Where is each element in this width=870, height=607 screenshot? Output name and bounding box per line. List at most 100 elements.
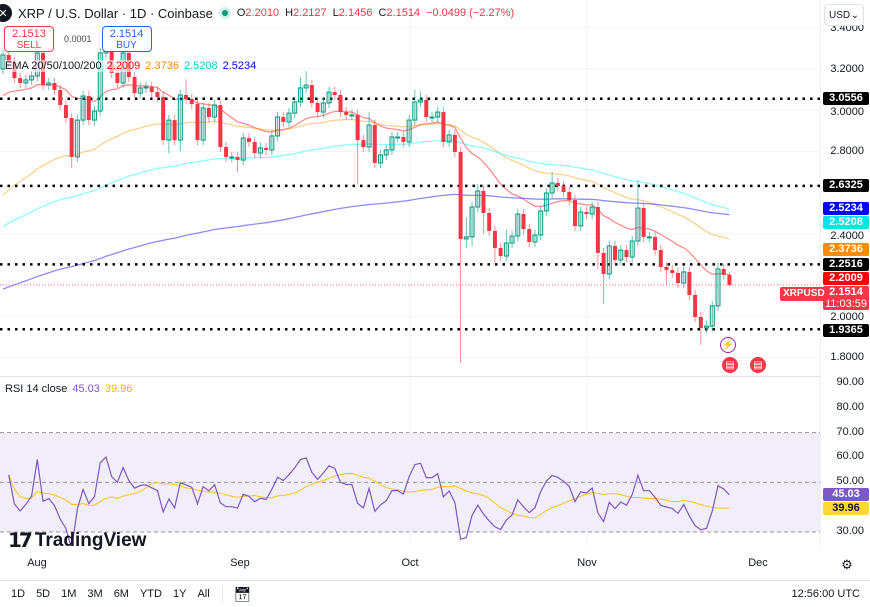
candle — [687, 271, 692, 295]
candle — [6, 54, 11, 62]
sell-button[interactable]: 2.1513 SELL — [4, 26, 54, 52]
candle — [58, 90, 63, 106]
clock[interactable]: 12:56:00 UTC — [791, 588, 860, 600]
candle — [281, 116, 286, 122]
range-all-button[interactable]: All — [197, 588, 210, 600]
price-axis[interactable]: 3.4000 3.2000 3.0000 2.8000 2.4000 2.0000 1.80… — [820, 0, 870, 546]
candle — [389, 136, 395, 151]
rsi-tick: 50.00 — [836, 475, 864, 488]
rsi-tick: 90.00 — [836, 376, 864, 388]
range-ytd-button[interactable]: YTD — [139, 588, 162, 600]
candlestick-chart[interactable] — [0, 0, 820, 376]
ema200-value: 2.5234 — [222, 60, 257, 72]
close-value: 2.1514 — [386, 7, 421, 19]
candle — [52, 83, 57, 91]
range-6m-button[interactable]: 6M — [113, 588, 129, 600]
tradingview-logo[interactable]: 𝟭𝟳 TradingView — [8, 528, 146, 553]
range-1d-button[interactable]: 1D — [11, 588, 26, 600]
candle — [315, 102, 320, 113]
rsi-tick: 70.00 — [836, 425, 864, 438]
currency-select[interactable]: USD ⌄ — [824, 4, 864, 26]
candle — [97, 52, 103, 112]
buy-button[interactable]: 2.1514 BUY — [101, 26, 152, 52]
candle — [555, 182, 560, 187]
time-tick-dec: Dec — [748, 557, 768, 569]
candle — [166, 119, 172, 141]
low-value: 2.1456 — [338, 7, 373, 19]
candle — [349, 114, 355, 117]
bar-countdown: 11:03:59 — [824, 297, 867, 310]
candle — [670, 270, 675, 273]
ema20-line — [2, 83, 730, 276]
rsi-tick: 80.00 — [836, 400, 864, 413]
buy-price: 2.1514 — [109, 28, 144, 40]
market-status-icon — [218, 7, 231, 19]
us-flag-event-icon-2[interactable]: ▤ — [750, 357, 766, 373]
rsi-tick: 30.00 — [836, 524, 864, 537]
candle — [704, 325, 710, 329]
candle — [601, 252, 606, 274]
ema50-line — [2, 118, 730, 240]
ema-legend[interactable]: EMA 20/50/100/200 2.2009 2.3736 2.5208 2… — [5, 60, 257, 72]
range-1y-button[interactable]: 1Y — [172, 588, 187, 600]
tradingview-logo-icon: 𝟭𝟳 — [8, 530, 33, 552]
candle — [137, 87, 143, 94]
candle — [481, 190, 486, 213]
candle — [240, 137, 246, 161]
candle — [74, 119, 80, 158]
price-pane[interactable] — [0, 0, 820, 376]
candle — [189, 99, 194, 105]
candle — [698, 317, 703, 328]
candle — [229, 156, 235, 159]
level-price-label: 3.0556 — [823, 92, 869, 106]
price-tick: 2.4000 — [830, 229, 864, 242]
symbol-header: ✕ XRP / U.S. Dollar · 1D · Coinbase O2.2… — [0, 4, 514, 22]
range-1m-button[interactable]: 1M — [61, 588, 77, 600]
candle — [361, 140, 366, 148]
candle — [635, 207, 641, 242]
candle — [264, 147, 269, 150]
candle — [143, 86, 149, 89]
candle — [366, 124, 372, 148]
candle — [149, 86, 154, 93]
range-3m-button[interactable]: 3M — [87, 588, 103, 600]
candle — [195, 104, 200, 141]
lightning-event-icon[interactable]: ⚡ — [720, 337, 736, 353]
candle — [429, 116, 435, 119]
currency-value: USD — [829, 9, 851, 21]
close-label: C — [378, 7, 387, 19]
time-axis[interactable]: Aug Sep Oct Nov Dec ⚙ — [0, 557, 870, 577]
ema-price-label: 2.3736 — [823, 242, 869, 256]
candle — [463, 236, 469, 240]
us-flag-event-icon[interactable]: ▤ — [722, 357, 738, 373]
ema200-line — [2, 193, 730, 290]
time-tick-oct: Oct — [401, 557, 419, 569]
rsi-chart[interactable] — [0, 377, 820, 546]
rsi-legend[interactable]: RSI 14 close 45.03 39.96 — [5, 383, 132, 395]
candle — [589, 206, 595, 215]
go-to-date-calendar-icon[interactable]: 📅︎ — [233, 585, 252, 602]
candle — [275, 116, 281, 137]
rsi-pane[interactable] — [0, 376, 820, 546]
candle — [458, 152, 463, 239]
candle — [452, 134, 457, 153]
high-value: 2.2127 — [293, 7, 327, 19]
ema-label: EMA 20/50/100/200 — [5, 60, 102, 72]
ema-price-label: 2.5234 — [823, 201, 869, 215]
ema-price-label: 2.5208 — [823, 215, 869, 229]
candle — [63, 105, 68, 119]
tradingview-wordmark: TradingView — [34, 529, 147, 551]
price-tick: 2.8000 — [830, 145, 864, 158]
candle — [469, 206, 475, 238]
candle — [29, 75, 35, 81]
xrp-logo-icon: ✕ — [0, 4, 12, 22]
symbol-title[interactable]: XRP / U.S. Dollar · 1D · Coinbase — [18, 5, 213, 21]
open-value: 2.2010 — [245, 7, 280, 19]
candle — [115, 72, 120, 84]
rsi-value-label: 45.03 — [823, 488, 869, 502]
settings-gear-icon[interactable]: ⚙ — [841, 557, 853, 572]
change-value: −0.0499 (−2.27%) — [426, 7, 515, 19]
range-5d-button[interactable]: 5D — [36, 588, 51, 600]
candle — [132, 77, 137, 94]
candle — [218, 105, 223, 148]
